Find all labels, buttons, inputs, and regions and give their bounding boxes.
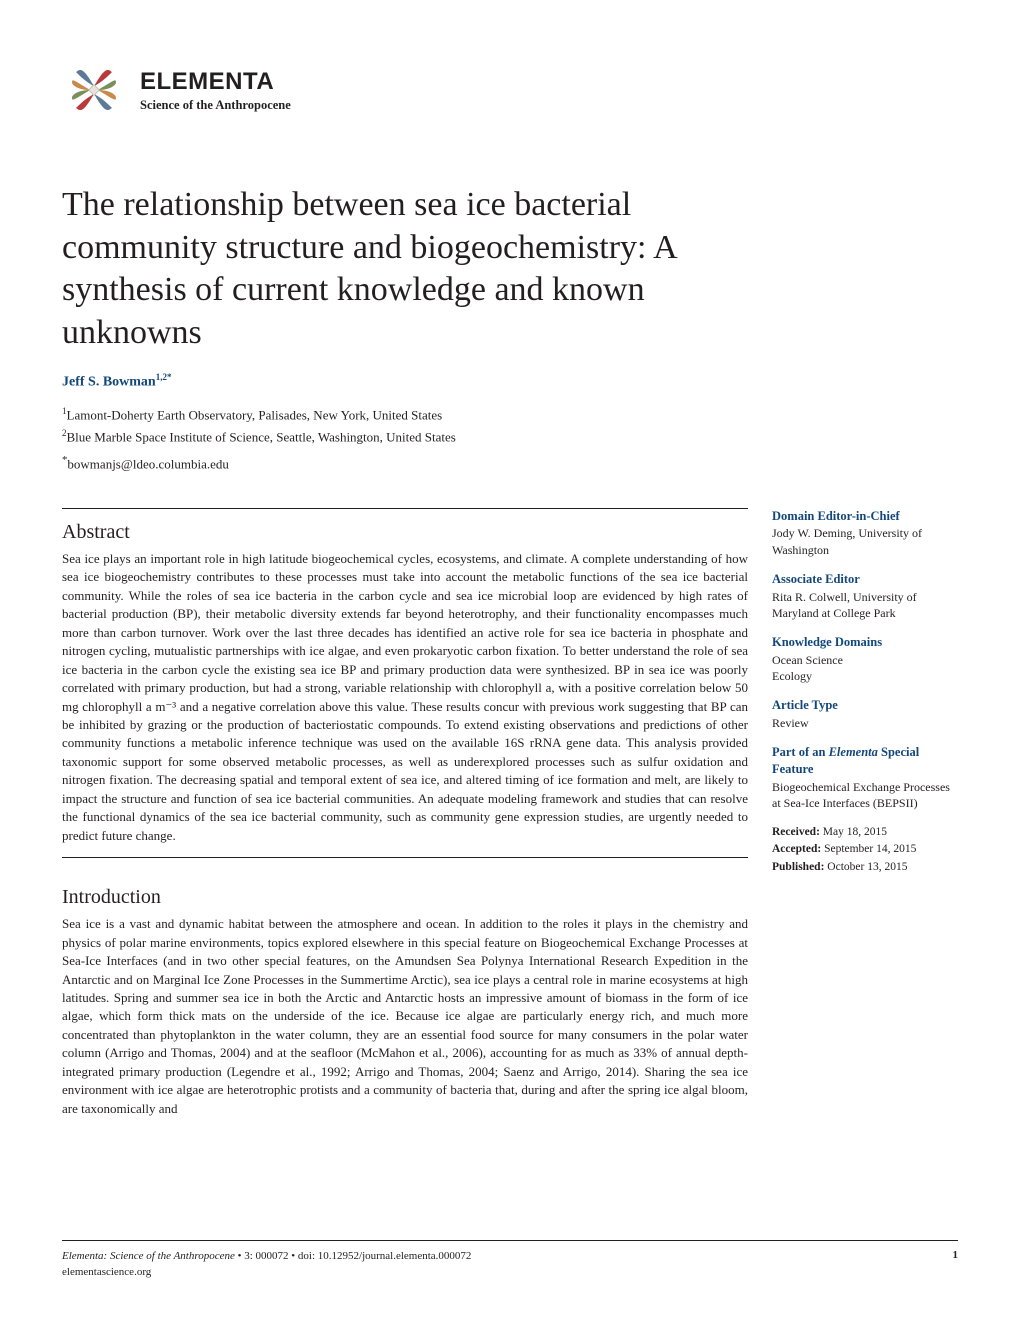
sidebar-column: Domain Editor-in-Chief Jody W. Deming, U… (772, 502, 958, 1118)
associate-editor-label: Associate Editor (772, 571, 958, 589)
associate-editor-value: Rita R. Colwell, University of Maryland … (772, 589, 958, 623)
footer-journal: Elementa: Science of the Anthropocene (62, 1250, 235, 1262)
knowledge-domain-2: Ecology (772, 668, 958, 685)
article-title: The relationship between sea ice bacteri… (62, 184, 782, 354)
article-type-value: Review (772, 715, 958, 732)
author-sup: 1,2* (156, 372, 172, 382)
divider (62, 508, 748, 509)
journal-logo-area: ELEMENTA Science of the Anthropocene (62, 58, 958, 122)
special-feature-value: Biogeochemical Exchange Processes at Sea… (772, 779, 958, 813)
affiliation-1: 1Lamont-Doherty Earth Observatory, Palis… (62, 405, 958, 425)
correspondence-email: *bowmanjs@ldeo.columbia.edu (62, 454, 958, 472)
dates-block: Received: May 18, 2015 Accepted: Septemb… (772, 824, 958, 876)
abstract-text: Sea ice plays an important role in high … (62, 550, 748, 845)
knowledge-domains-label: Knowledge Domains (772, 634, 958, 652)
article-type-label: Article Type (772, 697, 958, 715)
knowledge-domain-1: Ocean Science (772, 652, 958, 669)
footer-url: elementascience.org (62, 1266, 151, 1278)
domain-editor-value: Jody W. Deming, University of Washington (772, 525, 958, 559)
introduction-text: Sea ice is a vast and dynamic habitat be… (62, 915, 748, 1118)
divider (62, 857, 748, 858)
author-name: Jeff S. Bowman (62, 375, 156, 390)
elementa-logo-icon (62, 58, 126, 122)
abstract-heading: Abstract (62, 521, 748, 544)
affiliation-2: 2Blue Marble Space Institute of Science,… (62, 427, 958, 447)
author-line: Jeff S. Bowman1,2* (62, 372, 958, 391)
page-number: 1 (953, 1249, 959, 1280)
introduction-heading: Introduction (62, 886, 748, 909)
brand-name: ELEMENTA (140, 68, 291, 96)
special-feature-label: Part of an Elementa Special Feature (772, 744, 958, 779)
brand-tagline: Science of the Anthropocene (140, 98, 291, 113)
domain-editor-label: Domain Editor-in-Chief (772, 508, 958, 526)
main-column: Abstract Sea ice plays an important role… (62, 502, 748, 1118)
page-footer: Elementa: Science of the Anthropocene • … (62, 1240, 958, 1280)
